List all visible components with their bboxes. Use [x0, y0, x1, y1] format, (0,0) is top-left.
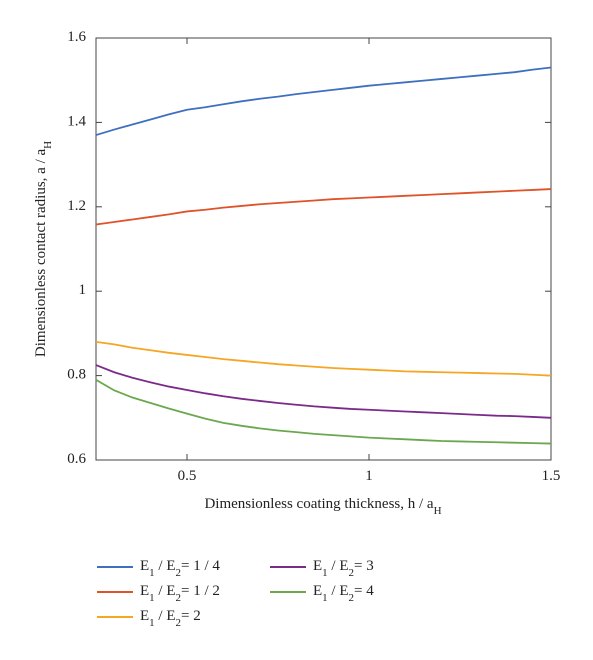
series-line: [95, 364, 552, 419]
y-axis-label: Dimensionless contact radius, a / aH: [33, 141, 53, 357]
legend-label: E1 / E2= 2: [140, 608, 201, 628]
plot-frame: [95, 37, 552, 461]
y-tick-label: 0.6: [67, 451, 86, 467]
series-line: [95, 188, 552, 226]
legend-label: E1 / E2= 1 / 4: [140, 558, 220, 578]
x-tick-label: 1: [365, 468, 373, 484]
x-tick-label: 0.5: [178, 468, 197, 484]
x-tick-label: 1.5: [542, 468, 561, 484]
legend-label: E1 / E2= 4: [313, 583, 374, 603]
legend-label: E1 / E2= 3: [313, 558, 374, 578]
series-line: [95, 66, 552, 136]
y-tick-label: 1.2: [67, 198, 86, 214]
y-tick-label: 1.4: [67, 114, 86, 130]
y-tick-label: 1.6: [67, 29, 86, 45]
x-axis-label: Dimensionless coating thickness, h / aH: [204, 496, 441, 516]
series-line: [95, 379, 552, 445]
legend-label: E1 / E2= 1 / 2: [140, 583, 220, 603]
y-tick-label: 1: [79, 283, 87, 299]
series-line: [95, 340, 552, 377]
y-tick-label: 0.8: [67, 367, 86, 383]
